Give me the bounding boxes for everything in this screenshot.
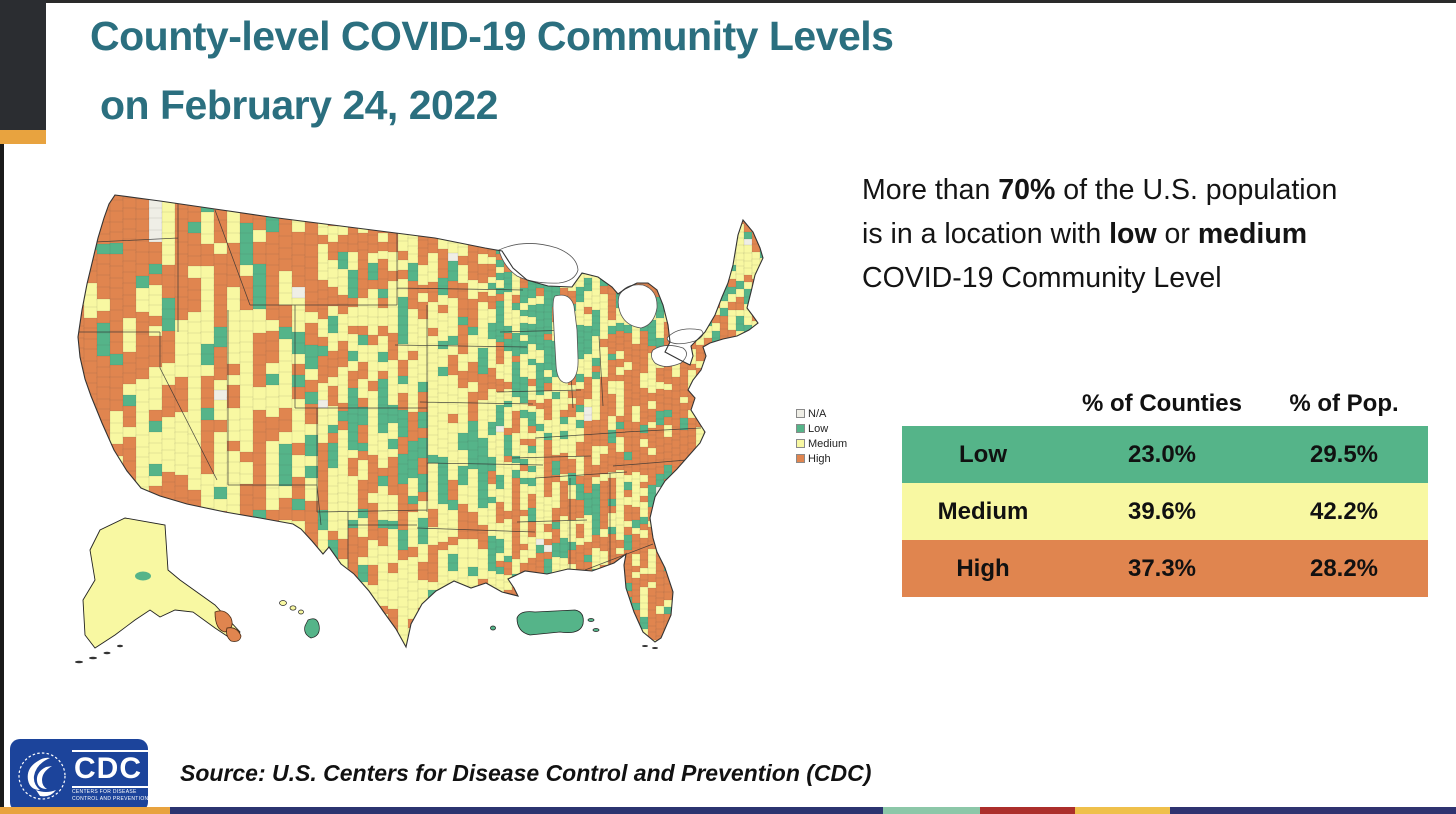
- callout-segment: of the U.S. population: [1055, 174, 1338, 206]
- footer-bar-segment-0: [0, 807, 170, 814]
- charcoal-accent-block: [0, 0, 46, 130]
- footer-accent-bar: [0, 807, 1456, 814]
- levels-table-header: % of Counties % of Pop.: [902, 382, 1428, 426]
- row-label: Medium: [937, 497, 1029, 525]
- puerto-rico-main: [516, 609, 584, 636]
- row-label: Low: [959, 440, 1007, 468]
- map-legend: N/A Low Medium High: [796, 406, 847, 466]
- levels-table: % of Counties % of Pop. Low 23.0% 29.5% Med…: [902, 382, 1428, 597]
- state-border-lines: [79, 200, 702, 574]
- row-pop-pct: 42.2%: [1309, 497, 1379, 525]
- row-counties-pct: 39.6%: [1127, 497, 1197, 525]
- levels-table-body: Low 23.0% 29.5% Medium 39.6% 42.2% High 37.3% 28…: [902, 426, 1428, 597]
- row-pop-pct: 29.5%: [1309, 440, 1379, 468]
- legend-label: High: [808, 452, 831, 465]
- alaska: [75, 517, 242, 664]
- slide-title: County-level COVID-19 Community Levels o…: [90, 2, 894, 140]
- legend-swatch-high: [796, 454, 805, 463]
- us-county-choropleth-map: [75, 194, 764, 664]
- aleutian-islands: [75, 644, 123, 664]
- cdc-logo-sub1: CENTERS FOR DISEASE: [72, 788, 137, 795]
- slide-title-line1: County-level COVID-19 Community Levels: [90, 13, 894, 59]
- footer-bar-segment-5: [1170, 807, 1456, 814]
- legend-swatch-medium: [796, 439, 805, 448]
- lake-ontario: [666, 328, 704, 345]
- alaska-panhandle-counties: [214, 610, 242, 642]
- hawaii: [279, 600, 320, 639]
- slide-title-line2: on February 24, 2022: [100, 82, 498, 128]
- puerto-rico: [490, 609, 600, 636]
- amber-accent-block: [0, 130, 46, 144]
- cdc-logo-acronym: CDC: [72, 749, 148, 788]
- callout-segment: More than: [862, 174, 999, 206]
- lake-huron: [617, 284, 658, 329]
- cdc-logo-text: CDC CENTERS FOR DISEASE CONTROL AND PREV…: [72, 749, 148, 802]
- table-row-high: High 37.3% 28.2%: [902, 540, 1428, 597]
- hawaii-big-island: [304, 618, 320, 639]
- footer-bar-segment-3: [980, 807, 1075, 814]
- legend-item-medium: Medium: [796, 436, 847, 451]
- legend-item-low: Low: [796, 421, 847, 436]
- callout-text: More than 70% of the U.S. population is i…: [862, 168, 1447, 300]
- hhs-eagle-icon: [18, 751, 66, 800]
- legend-label: Low: [808, 422, 829, 435]
- lake-erie: [651, 345, 687, 367]
- legend-swatch-na: [796, 409, 805, 418]
- table-row-low: Low 23.0% 29.5%: [902, 426, 1428, 483]
- callout-segment: is in a location with: [862, 218, 1110, 250]
- alaska-lake: [135, 571, 151, 581]
- callout-segment: low: [1109, 218, 1157, 250]
- callout-segment: 70%: [998, 174, 1056, 206]
- table-row-medium: Medium 39.6% 42.2%: [902, 483, 1428, 540]
- row-pop-pct: 28.2%: [1309, 554, 1379, 582]
- row-label: High: [956, 554, 1010, 582]
- header-pop-col: % of Pop.: [1289, 390, 1399, 417]
- lake-michigan: [552, 294, 579, 384]
- great-lakes: [498, 243, 704, 384]
- legend-label: N/A: [808, 407, 827, 420]
- legend-item-na: N/A: [796, 406, 847, 421]
- cdc-logo-sub2: CONTROL AND PREVENTION: [72, 795, 148, 802]
- legend-item-high: High: [796, 451, 847, 466]
- footer-bar-segment-4: [1075, 807, 1170, 814]
- alaska-shape: [82, 517, 241, 649]
- top-edge-line: [0, 0, 1456, 3]
- footer-bar-segment-1: [170, 807, 883, 814]
- cdc-logo: CDC CENTERS FOR DISEASE CONTROL AND PREV…: [10, 739, 148, 812]
- callout-segment: medium: [1197, 218, 1308, 250]
- left-edge-line: [0, 0, 4, 814]
- legend-swatch-low: [796, 424, 805, 433]
- row-counties-pct: 23.0%: [1127, 440, 1197, 468]
- row-counties-pct: 37.3%: [1127, 554, 1197, 582]
- callout-segment: or: [1156, 218, 1198, 250]
- header-counties-col: % of Counties: [1082, 390, 1242, 417]
- source-attribution: Source: U.S. Centers for Disease Control…: [180, 760, 872, 786]
- footer-bar-segment-2: [883, 807, 980, 814]
- legend-label: Medium: [808, 437, 848, 450]
- florida-keys: [642, 645, 658, 649]
- callout-segment: COVID-19 Community Level: [862, 262, 1222, 294]
